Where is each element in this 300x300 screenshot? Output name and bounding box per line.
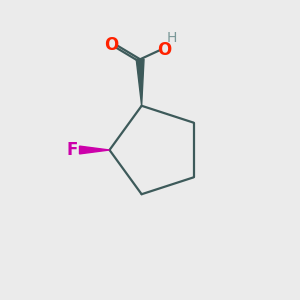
Text: F: F: [67, 141, 78, 159]
Text: O: O: [104, 36, 118, 54]
Text: H: H: [167, 31, 177, 45]
Polygon shape: [80, 146, 110, 154]
Polygon shape: [136, 59, 144, 106]
Text: O: O: [157, 41, 171, 59]
